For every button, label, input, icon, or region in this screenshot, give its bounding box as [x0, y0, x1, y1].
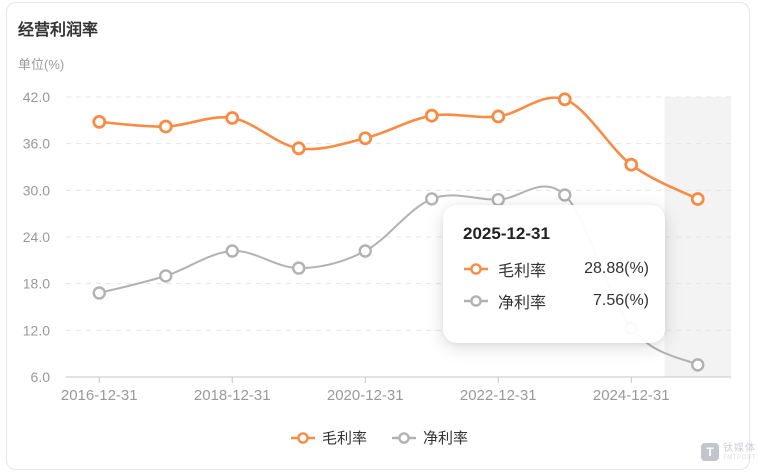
tooltip: 2025-12-31 毛利率 28.88(%) 净利率 7.56(%): [443, 205, 665, 343]
y-axis-label: 6.0: [31, 369, 51, 385]
tooltip-title: 2025-12-31: [463, 224, 550, 243]
net-margin-point-2017-12-31[interactable]: [159, 269, 173, 283]
y-axis-label: 30.0: [23, 182, 50, 198]
gross-margin-line: [99, 96, 699, 201]
tooltip-row-gross-margin: 毛利率 28.88(%): [463, 253, 649, 285]
net-margin-marker-icon: [464, 295, 488, 307]
x-axis-label: 2022-12-31: [460, 387, 537, 404]
x-axis-label: 2018-12-31: [194, 387, 271, 404]
net-margin-point-2021-12-31[interactable]: [425, 192, 439, 206]
x-axis-label: 2024-12-31: [593, 387, 670, 404]
tooltip-series-label: 毛利率: [498, 263, 547, 280]
gross-margin-point-2023-12-31[interactable]: [557, 92, 572, 107]
tooltip-series-value: 7.56(%): [592, 292, 649, 309]
gross-margin-point-2021-12-31[interactable]: [424, 108, 439, 123]
y-axis-label: 36.0: [23, 136, 50, 152]
gross-margin-point-2017-12-31[interactable]: [158, 119, 173, 134]
watermark-brand-sub: TMTPOST: [723, 454, 756, 461]
watermark-brand: 钛媒体: [723, 442, 756, 454]
x-axis-label: 2016-12-31: [61, 387, 138, 404]
net-margin-point-2025-12-31[interactable]: [691, 358, 705, 372]
net-margin-point-2022-12-31[interactable]: [491, 192, 505, 207]
tooltip-series-value: 28.88(%): [584, 260, 649, 277]
y-axis-label: 18.0: [23, 276, 50, 292]
gross-margin-point-2019-12-31[interactable]: [291, 141, 306, 156]
gross-margin-point-2016-12-31[interactable]: [92, 114, 107, 129]
legend: 毛利率 净利率: [0, 427, 758, 448]
watermark: T 钛媒体 TMTPOST: [701, 443, 756, 461]
gross-margin-point-2025-12-31[interactable]: [690, 192, 705, 206]
gross-margin-marker-icon: [464, 263, 488, 275]
x-axis-label: 2020-12-31: [327, 387, 404, 404]
net-margin-point-2019-12-31[interactable]: [292, 261, 306, 275]
gross-margin-point-2024-12-31[interactable]: [624, 157, 639, 172]
net-margin-point-2016-12-31[interactable]: [92, 286, 106, 300]
gross-margin-point-2022-12-31[interactable]: [491, 109, 506, 124]
net-margin-point-2018-12-31[interactable]: [225, 244, 239, 258]
y-axis-label: 24.0: [23, 229, 50, 245]
net-margin-point-2023-12-31[interactable]: [558, 188, 572, 202]
legend-item-label: 净利率: [423, 430, 469, 447]
gross-margin-point-2018-12-31[interactable]: [225, 111, 240, 125]
tooltip-row-net-margin: 净利率 7.56(%): [463, 285, 649, 317]
watermark-logo-icon: T: [701, 443, 719, 461]
legend-item-label: 毛利率: [321, 430, 367, 447]
gross-margin-point-2020-12-31[interactable]: [358, 131, 373, 146]
net-margin-legend-marker-icon: [392, 431, 416, 444]
chart-subtitle: 单位(%): [18, 57, 65, 72]
legend-item-net-margin[interactable]: 净利率: [391, 427, 468, 448]
gross-margin-legend-marker-icon: [290, 431, 315, 444]
net-margin-point-2020-12-31[interactable]: [358, 244, 372, 258]
tooltip-series-label: 净利率: [498, 295, 547, 312]
legend-item-gross-margin[interactable]: 毛利率: [290, 427, 367, 448]
chart-title: 经营利润率: [18, 22, 99, 39]
y-axis-label: 42.0: [23, 89, 50, 105]
y-axis-label: 12.0: [23, 322, 50, 338]
